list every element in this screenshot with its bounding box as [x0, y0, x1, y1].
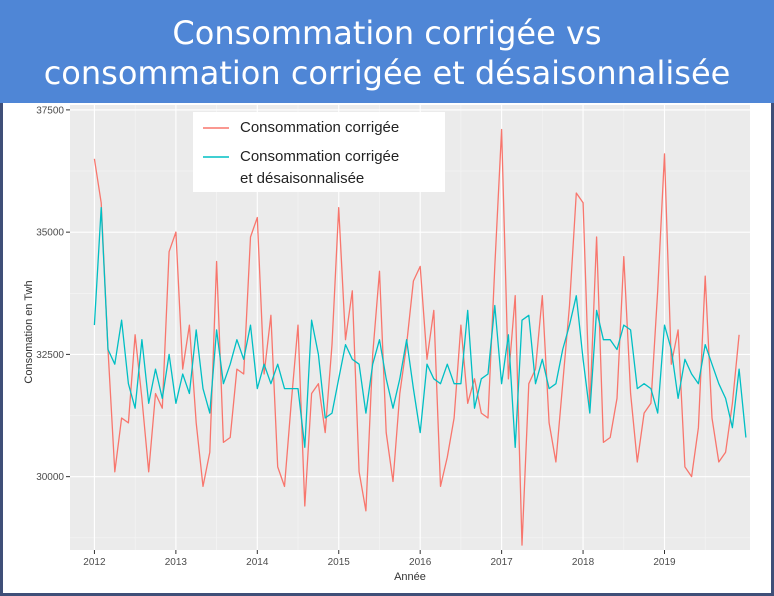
y-tick-label: 30000: [36, 472, 64, 483]
y-axis-ticks: 30000 32500 35000 37500: [36, 105, 70, 483]
y-tick-label: 32500: [36, 350, 64, 361]
series-line-consommation-desaisonnalisee: [93, 207, 747, 448]
x-axis-ticks: 2012 2013 2014 2015 2016 2017 2018 2019: [83, 550, 676, 568]
x-tick-label: 2017: [490, 557, 513, 568]
legend-box: [193, 112, 445, 192]
legend-label-line-1: Consommation corrigée: [240, 148, 399, 165]
legend-label-consommation-corrigee: Consommation corrigée: [240, 119, 399, 136]
slide-title-line-1: Consommation corrigée vs: [172, 13, 602, 52]
x-tick-label: 2019: [653, 557, 676, 568]
legend-label-consommation-desaisonnalisee: Consommation corrigée et désaisonnalisée: [240, 148, 403, 187]
x-tick-label: 2013: [165, 557, 188, 568]
slide-title-line-2: consommation corrigée et désaisonnalisée: [43, 53, 731, 92]
y-tick-label: 35000: [36, 228, 64, 239]
major-gridlines: [70, 105, 750, 550]
x-tick-label: 2018: [572, 557, 595, 568]
legend: Consommation corrigée Consommation corri…: [193, 112, 445, 192]
x-tick-label: 2014: [246, 557, 269, 568]
x-tick-label: 2012: [83, 557, 106, 568]
x-axis-title: Année: [394, 571, 426, 583]
series-lines: [93, 128, 747, 546]
y-axis-title: Consomation en Twh: [23, 280, 35, 383]
legend-label-line-2: et désaisonnalisée: [240, 170, 364, 187]
x-tick-label: 2015: [328, 557, 351, 568]
series-line-consommation-corrigee: [93, 128, 740, 546]
slide-title-banner: Consommation corrigée vs consommation co…: [0, 0, 774, 103]
y-tick-label: 37500: [36, 105, 64, 116]
x-tick-label: 2016: [409, 557, 432, 568]
